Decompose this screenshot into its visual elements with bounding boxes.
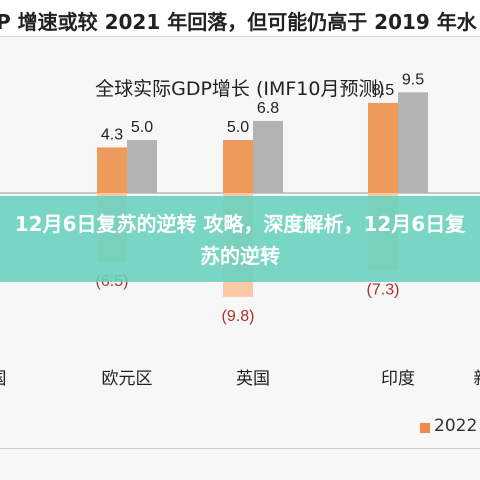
category-label: 国 — [0, 369, 7, 389]
article-banner[interactable] — [0, 196, 480, 282]
data-label-1-1: 4.3 — [101, 126, 123, 143]
data-label-0-3: (7.3) — [367, 281, 400, 298]
bar-2-1 — [127, 140, 157, 193]
bar-1-3 — [368, 102, 398, 193]
bar-2-3 — [398, 92, 428, 193]
data-label-1-2: 5.0 — [227, 119, 249, 136]
data-label-1-3: 8.5 — [372, 82, 394, 99]
headline-text: P 增速或较 2021 年回落，但可能仍高于 2019 年水 — [0, 10, 477, 34]
data-label-2-2: 6.8 — [257, 100, 279, 117]
banner-text[interactable]: 12月6日复苏的逆转 攻略，深度解析，12月6日复苏的逆转 — [14, 212, 466, 268]
bar-1-1 — [97, 147, 127, 193]
legend-label: 2022 — [434, 416, 478, 436]
category-label: 英国 — [236, 369, 270, 389]
data-label-0-2: (9.8) — [222, 308, 255, 325]
bottom-divider — [0, 448, 480, 449]
data-label-2-3: 9.5 — [402, 71, 424, 88]
chart-title: 全球实际GDP增长 (IMF10月预测) — [95, 78, 385, 100]
bar-2-2 — [253, 120, 283, 193]
category-label: 新 — [474, 369, 480, 389]
data-label-2-1: 5.0 — [131, 119, 153, 136]
category-label: 欧元区 — [102, 369, 153, 389]
category-label: 印度 — [381, 369, 415, 389]
legend-swatch — [420, 423, 430, 433]
bar-1-2 — [223, 140, 253, 193]
headline-bar: P 增速或较 2021 年回落，但可能仍高于 2019 年水 — [0, 0, 480, 37]
